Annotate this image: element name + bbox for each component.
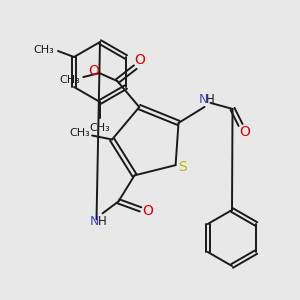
Text: N: N xyxy=(199,93,208,106)
Text: O: O xyxy=(134,53,145,67)
Text: CH₃: CH₃ xyxy=(59,75,80,85)
Text: H: H xyxy=(98,215,107,228)
Text: CH₃: CH₃ xyxy=(34,45,54,55)
Text: O: O xyxy=(88,64,99,78)
Text: CH₃: CH₃ xyxy=(70,128,91,139)
Text: O: O xyxy=(239,125,250,139)
Text: N: N xyxy=(90,215,99,228)
Text: O: O xyxy=(142,204,153,218)
Text: H: H xyxy=(206,93,215,106)
Text: S: S xyxy=(178,160,187,174)
Text: CH₃: CH₃ xyxy=(90,123,110,133)
